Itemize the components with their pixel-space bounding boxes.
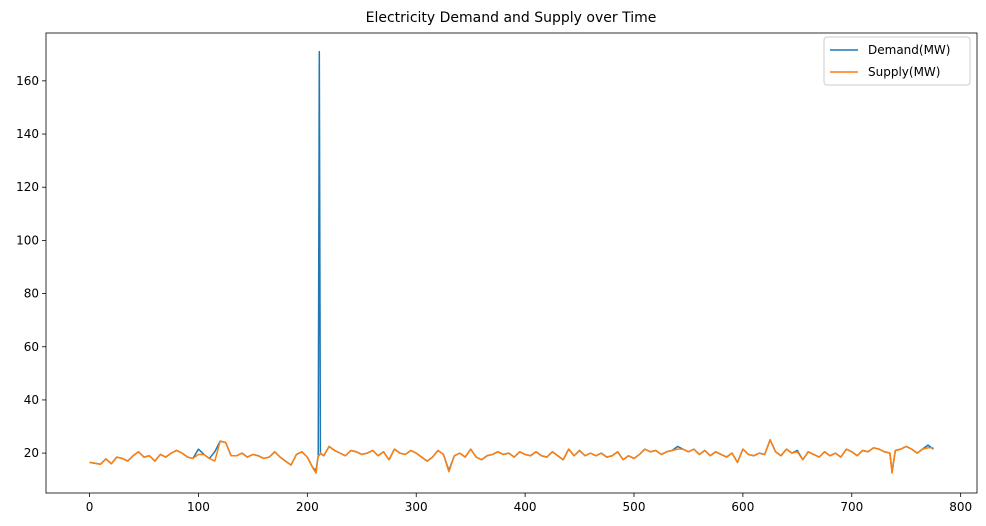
x-tick-label: 100 <box>187 500 210 514</box>
axes: 0 100 200 300 400 500 600 700 800 20 40 60 80 100 120 1… <box>16 32 978 514</box>
legend-label: Demand(MW) <box>868 43 950 57</box>
y-tick-label: 120 <box>16 180 39 194</box>
chart-title: Electricity Demand and Supply over Time <box>366 10 657 26</box>
y-tick-label: 80 <box>24 287 39 301</box>
series-line-supply-mw <box>89 439 934 474</box>
axes-frame <box>45 32 978 494</box>
x-tick-label: 300 <box>405 500 428 514</box>
x-tick-label: 0 <box>86 500 94 514</box>
legend: Demand(MW) Supply(MW) <box>823 36 971 86</box>
x-tick-label: 800 <box>949 500 972 514</box>
plot-area <box>89 50 934 474</box>
legend-label: Supply(MW) <box>868 65 940 79</box>
legend-box <box>823 36 971 86</box>
x-tick-label: 600 <box>731 500 754 514</box>
y-tick-label: 100 <box>16 233 39 247</box>
x-tick-label: 400 <box>514 500 537 514</box>
y-tick-label: 20 <box>24 446 39 460</box>
y-tick-label: 160 <box>16 74 39 88</box>
y-tick-label: 40 <box>24 393 39 407</box>
x-tick-label: 200 <box>296 500 319 514</box>
series-line-demand-mw <box>89 50 934 473</box>
y-tick-label: 60 <box>24 340 39 354</box>
x-tick-label: 500 <box>623 500 646 514</box>
x-tick-label: 700 <box>840 500 863 514</box>
y-tick-label: 140 <box>16 127 39 141</box>
